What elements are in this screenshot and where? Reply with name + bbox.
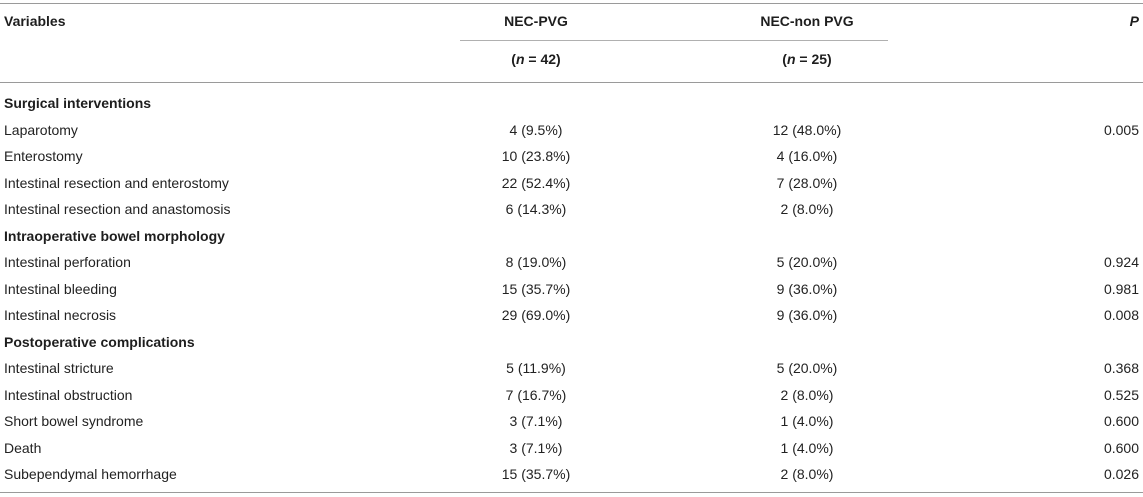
table-top-rule <box>0 3 1143 4</box>
section-heading: Postoperative complications <box>4 333 195 350</box>
table-row: Intestinal bleeding 15 (35.7%) 9 (36.0%) 0.… <box>0 276 1143 302</box>
nec-pvg-cell: 8 (19.0%) <box>505 254 567 270</box>
header-n-pvg: (n = 42) <box>460 51 612 67</box>
nec-pvg-cell: 3 (7.1%) <box>509 413 563 429</box>
nec-pvg-cell: 15 (35.7%) <box>501 466 571 482</box>
nec-non-pvg-cell: 5 (20.0%) <box>776 254 838 270</box>
nec-non-pvg-cell: 9 (36.0%) <box>776 280 838 297</box>
nec-non-pvg-cell: 1 (4.0%) <box>780 413 834 429</box>
table-row: Intestinal obstruction 7 (16.7%) 2 (8.0%) 0… <box>0 382 1143 408</box>
table-row: Intestinal stricture 5 (11.9%) 5 (20.0%) 0.… <box>0 355 1143 381</box>
n-non-suffix: = 25) <box>795 51 832 67</box>
nec-non-pvg-cell: 2 (8.0%) <box>780 466 834 482</box>
nec-pvg-cell: 15 (35.7%) <box>501 280 571 297</box>
section-row: Intraoperative bowel morphology <box>0 223 1143 249</box>
variable-cell: Intestinal bleeding <box>4 280 117 297</box>
n-pvg-suffix: = 42) <box>524 51 561 67</box>
variable-cell: Short bowel syndrome <box>4 413 144 429</box>
section-heading: Intraoperative bowel morphology <box>4 227 225 244</box>
nec-non-pvg-cell: 5 (20.0%) <box>776 360 838 376</box>
nec-non-pvg-cell: 2 (8.0%) <box>780 201 834 217</box>
p-value-cell: 0.008 <box>1103 307 1139 323</box>
variable-cell: Intestinal obstruction <box>4 386 133 403</box>
nec-non-pvg-cell: 4 (16.0%) <box>776 148 838 164</box>
p-value-cell: 0.525 <box>1103 386 1139 403</box>
nec-pvg-cell: 6 (14.3%) <box>505 201 567 217</box>
header-n-non-pvg: (n = 25) <box>727 51 887 67</box>
nec-pvg-cell: 4 (9.5%) <box>509 121 563 138</box>
nec-pvg-cell: 22 (52.4%) <box>501 174 571 191</box>
variable-cell: Intestinal stricture <box>4 360 114 376</box>
section-heading: Surgical interventions <box>4 95 152 111</box>
nec-pvg-cell: 29 (69.0%) <box>501 307 571 323</box>
header-nec-pvg: NEC-PVG <box>504 13 568 29</box>
table-row: Enterostomy 10 (23.8%) 4 (16.0%) <box>0 143 1143 169</box>
section-row: Surgical interventions <box>0 90 1143 116</box>
table-row: Intestinal resection and enterostomy 22 (… <box>0 170 1143 196</box>
header-bottom-rule <box>0 82 1143 83</box>
section-row: Postoperative complications <box>0 329 1143 355</box>
variable-cell: Intestinal resection and enterostomy <box>4 174 229 191</box>
variable-cell: Intestinal resection and anastomosis <box>4 201 231 217</box>
variable-cell: Laparotomy <box>4 121 78 138</box>
nec-non-pvg-cell: 1 (4.0%) <box>780 439 834 456</box>
nec-pvg-cell: 10 (23.8%) <box>501 148 571 164</box>
nec-non-pvg-cell: 2 (8.0%) <box>780 386 834 403</box>
table-row: Subependymal hemorrhage 15 (35.7%) 2 (8.0%… <box>0 461 1143 487</box>
nec-pvg-cell: 3 (7.1%) <box>509 439 563 456</box>
table-row: Intestinal perforation 8 (19.0%) 5 (20.0%)… <box>0 249 1143 275</box>
nec-non-pvg-cell: 12 (48.0%) <box>772 121 842 138</box>
header-variables: Variables <box>4 13 66 29</box>
table-row: Intestinal resection and anastomosis 6 (1… <box>0 196 1143 222</box>
table-row: Short bowel syndrome 3 (7.1%) 1 (4.0%) 0.60… <box>0 408 1143 434</box>
nec-pvg-cell: 7 (16.7%) <box>505 386 567 403</box>
nec-non-pvg-cell: 7 (28.0%) <box>776 174 838 191</box>
nec-pvg-cell: 5 (11.9%) <box>506 360 566 376</box>
variable-cell: Intestinal perforation <box>4 254 131 270</box>
p-value-cell: 0.600 <box>1103 439 1139 456</box>
n-non-var: n <box>786 51 796 67</box>
table-row: Death 3 (7.1%) 1 (4.0%) 0.600 <box>0 435 1143 461</box>
p-value-cell: 0.026 <box>1103 466 1139 482</box>
p-value-cell: 0.981 <box>1103 280 1139 297</box>
n-non-prefix: ( <box>782 51 787 67</box>
header-p-value: P <box>1129 13 1139 29</box>
header-span-rule <box>460 40 888 41</box>
table-bottom-rule <box>0 492 1143 493</box>
variable-cell: Intestinal necrosis <box>4 307 117 323</box>
p-value-cell: 0.600 <box>1103 413 1139 429</box>
nec-non-pvg-cell: 9 (36.0%) <box>776 307 838 323</box>
p-value-cell: 0.924 <box>1103 254 1139 270</box>
variable-cell: Death <box>4 439 42 456</box>
variable-cell: Enterostomy <box>4 148 83 164</box>
n-pvg-prefix: ( <box>511 51 516 67</box>
n-pvg-var: n <box>515 51 525 67</box>
table-row: Intestinal necrosis 29 (69.0%) 9 (36.0%) 0.… <box>0 302 1143 328</box>
p-value-cell: 0.005 <box>1103 121 1139 138</box>
p-value-cell: 0.368 <box>1103 360 1139 376</box>
variable-cell: Subependymal hemorrhage <box>4 466 177 482</box>
table-row: Laparotomy 4 (9.5%) 12 (48.0%) 0.005 <box>0 117 1143 143</box>
header-nec-non-pvg: NEC-non PVG <box>760 13 854 29</box>
